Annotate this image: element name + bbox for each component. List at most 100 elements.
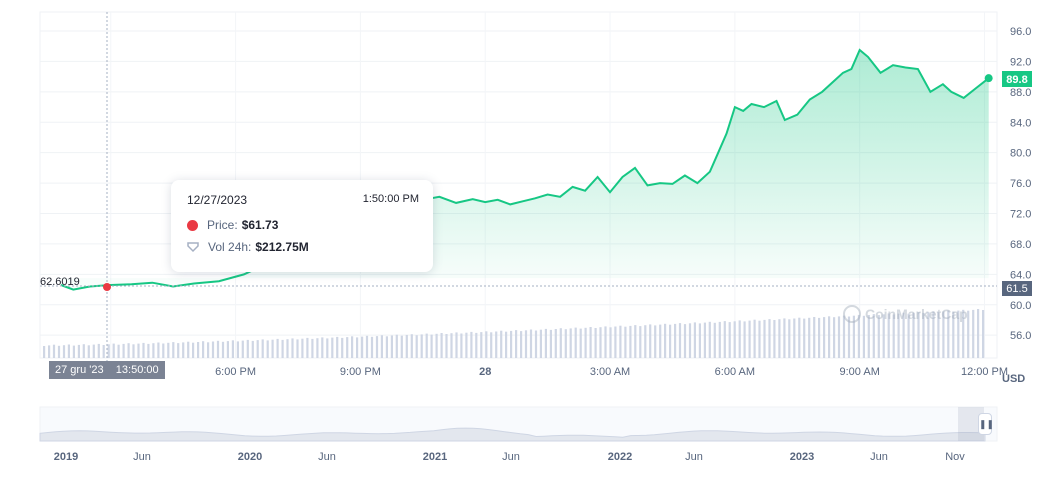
volume-bar [77, 344, 80, 358]
volume-bar [554, 329, 557, 358]
volume-bar [370, 336, 374, 358]
y-tick-label: 84.0 [1010, 117, 1031, 129]
volume-bar [798, 317, 801, 358]
volume-bar [693, 322, 696, 358]
volume-bar [430, 334, 433, 358]
volume-bar [182, 342, 185, 358]
volume-bar [107, 344, 110, 358]
navigator-area [39, 427, 986, 442]
volume-bar [490, 332, 493, 358]
volume-bar [833, 317, 836, 358]
y-tick-label: 64.0 [1010, 269, 1031, 281]
volume-bar [728, 322, 731, 358]
volume-bar [847, 316, 851, 358]
volume-bar [703, 322, 706, 358]
volume-bar [723, 321, 726, 358]
navigator-tick-label: Jun [870, 451, 888, 463]
volume-bar [361, 336, 364, 358]
x-tick-label: 6:00 PM [215, 366, 256, 378]
volume-bar [972, 309, 975, 358]
y-tick-label: 80.0 [1010, 148, 1031, 160]
volume-bar [415, 335, 418, 358]
volume-bar [818, 317, 821, 358]
volume-bar [400, 335, 403, 358]
volume-bar [808, 317, 811, 358]
y-tick-label: 72.0 [1010, 209, 1031, 221]
volume-bar [465, 332, 468, 358]
watermark-text: CoinMarketCap [865, 306, 968, 322]
volume-bar [718, 321, 721, 358]
volume-bar [276, 338, 279, 358]
volume-bar [922, 312, 925, 358]
x-tick-label: 3:00 AM [590, 366, 630, 378]
volume-bar [803, 318, 806, 358]
navigator-tick-label: Jun [502, 451, 520, 463]
volume-bar [236, 341, 239, 358]
volume-bar [341, 337, 344, 358]
volume-bar [917, 312, 920, 358]
volume-bar [564, 329, 567, 358]
volume-bar [256, 340, 259, 358]
volume-bar [768, 319, 771, 358]
tooltip-price-row: Price: $61.73 [187, 218, 278, 232]
volume-bar [544, 328, 547, 358]
price-area [60, 50, 989, 290]
volume-bar [738, 320, 741, 358]
volume-bar [842, 315, 846, 358]
navigator-handle[interactable]: ❚❚ [978, 413, 994, 435]
volume-bar [221, 341, 225, 358]
volume-bar [246, 339, 249, 358]
volume-bar [157, 342, 160, 358]
volume-bar [624, 326, 627, 358]
y-tick-label: 76.0 [1010, 178, 1031, 190]
volume-bar [793, 318, 796, 358]
y-tick-label: 56.0 [1010, 330, 1031, 342]
volume-bar [763, 319, 766, 358]
volume-bar [87, 345, 90, 358]
volume-shield-icon [187, 242, 199, 253]
navigator-tick-label: 2021 [423, 451, 447, 463]
volume-bar [410, 334, 413, 358]
volume-bar [211, 341, 215, 358]
volume-bar [172, 342, 175, 358]
volume-bar [455, 332, 458, 358]
watermark: CoinMarketCap [843, 305, 968, 323]
volume-bar [296, 339, 299, 358]
volume-bar [197, 342, 200, 358]
volume-bar [619, 325, 622, 358]
volume-bar [912, 312, 915, 358]
volume-bar [942, 311, 945, 358]
volume-bar [629, 325, 632, 358]
volume-bar [683, 324, 687, 358]
volume-bar [982, 310, 985, 358]
y-tick-label: 68.0 [1010, 239, 1031, 251]
volume-bar [505, 331, 508, 358]
volume-bar [698, 323, 701, 358]
volume-bar [937, 312, 940, 358]
volume-bar [331, 337, 334, 358]
volume-bar [609, 327, 612, 358]
tooltip-volume-label: Vol 24h: [208, 240, 252, 254]
volume-bar [311, 338, 314, 358]
volume-bar [604, 326, 607, 358]
volume-bar [957, 310, 960, 358]
volume-bar [351, 336, 354, 358]
volume-bar [897, 313, 900, 358]
volume-bar [435, 333, 438, 358]
navigator-tick-label: Jun [685, 451, 703, 463]
volume-bar [579, 328, 582, 358]
volume-bar [450, 333, 453, 358]
volume-bar [688, 323, 692, 358]
volume-bar [226, 341, 229, 358]
volume-bar [286, 339, 289, 358]
volume-bar [634, 325, 637, 358]
volume-bar [127, 343, 130, 358]
volume-bar [569, 328, 572, 358]
volume-bar [480, 332, 483, 358]
volume-bar [420, 334, 423, 358]
volume-bar [947, 310, 950, 358]
x-tick-label: 12:00 PM [961, 366, 1008, 378]
volume-bar [112, 343, 115, 358]
